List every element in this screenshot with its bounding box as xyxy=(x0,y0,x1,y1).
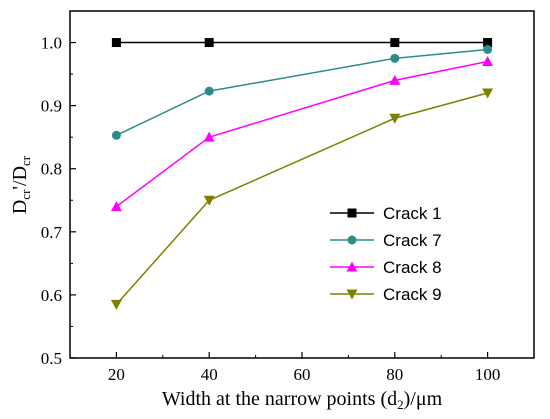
legend-item: Crack 7 xyxy=(330,231,442,250)
data-point xyxy=(111,130,121,140)
y-tick-label: 1.0 xyxy=(41,34,62,53)
data-point xyxy=(389,74,401,85)
series-4 xyxy=(110,88,494,310)
data-point xyxy=(483,44,493,54)
data-point xyxy=(203,131,215,142)
y-tick-label: 0.8 xyxy=(41,160,62,179)
legend-swatch-marker xyxy=(346,289,358,300)
data-point xyxy=(204,38,214,48)
y-tick-label: 0.5 xyxy=(41,349,62,368)
x-tick-label: 40 xyxy=(201,365,218,384)
data-point xyxy=(110,201,122,212)
legend-label: Crack 7 xyxy=(383,231,442,250)
data-point xyxy=(390,53,400,63)
y-axis: 0.5 0.6 0.7 0.8 0.9 1.0 xyxy=(41,34,76,368)
legend-swatch-marker xyxy=(347,235,357,245)
y-axis-label: Dcr'/Dcr xyxy=(9,155,33,214)
legend-swatch-marker xyxy=(346,261,358,272)
series-line xyxy=(116,48,488,136)
data-point xyxy=(389,113,401,124)
data-point xyxy=(110,299,122,310)
data-point xyxy=(204,86,214,96)
x-axis-label: Width at the narrow points (d2)/μm xyxy=(162,388,443,412)
data-point xyxy=(390,38,400,48)
data-point xyxy=(483,38,493,48)
legend-item: Crack 8 xyxy=(330,258,442,277)
data-point xyxy=(482,88,494,99)
legend-swatch-marker xyxy=(347,208,357,218)
y-tick-label: 0.7 xyxy=(41,223,63,242)
data-point xyxy=(111,38,121,48)
series-layer xyxy=(110,38,494,310)
y-tick-label: 0.9 xyxy=(41,97,62,116)
data-point xyxy=(203,195,215,206)
x-tick-label: 100 xyxy=(475,365,501,384)
data-point xyxy=(482,55,494,66)
x-tick-label: 60 xyxy=(294,365,311,384)
series-line xyxy=(115,60,488,208)
x-axis: 20 40 60 80 100 xyxy=(108,352,500,384)
series-1 xyxy=(111,38,493,48)
plot-frame xyxy=(69,10,535,359)
legend-label: Crack 9 xyxy=(383,285,442,304)
series-2 xyxy=(111,44,493,140)
series-line xyxy=(115,92,488,305)
x-tick-label: 80 xyxy=(386,365,403,384)
y-tick-label: 0.6 xyxy=(41,286,62,305)
x-tick-label: 20 xyxy=(108,365,125,384)
legend-label: Crack 1 xyxy=(383,204,442,223)
series-3 xyxy=(110,55,494,212)
legend-label: Crack 8 xyxy=(383,258,442,277)
legend: Crack 1 Crack 7 Crack 8 Crack 9 xyxy=(330,204,442,304)
legend-item: Crack 1 xyxy=(330,204,442,223)
legend-item: Crack 9 xyxy=(330,285,442,304)
